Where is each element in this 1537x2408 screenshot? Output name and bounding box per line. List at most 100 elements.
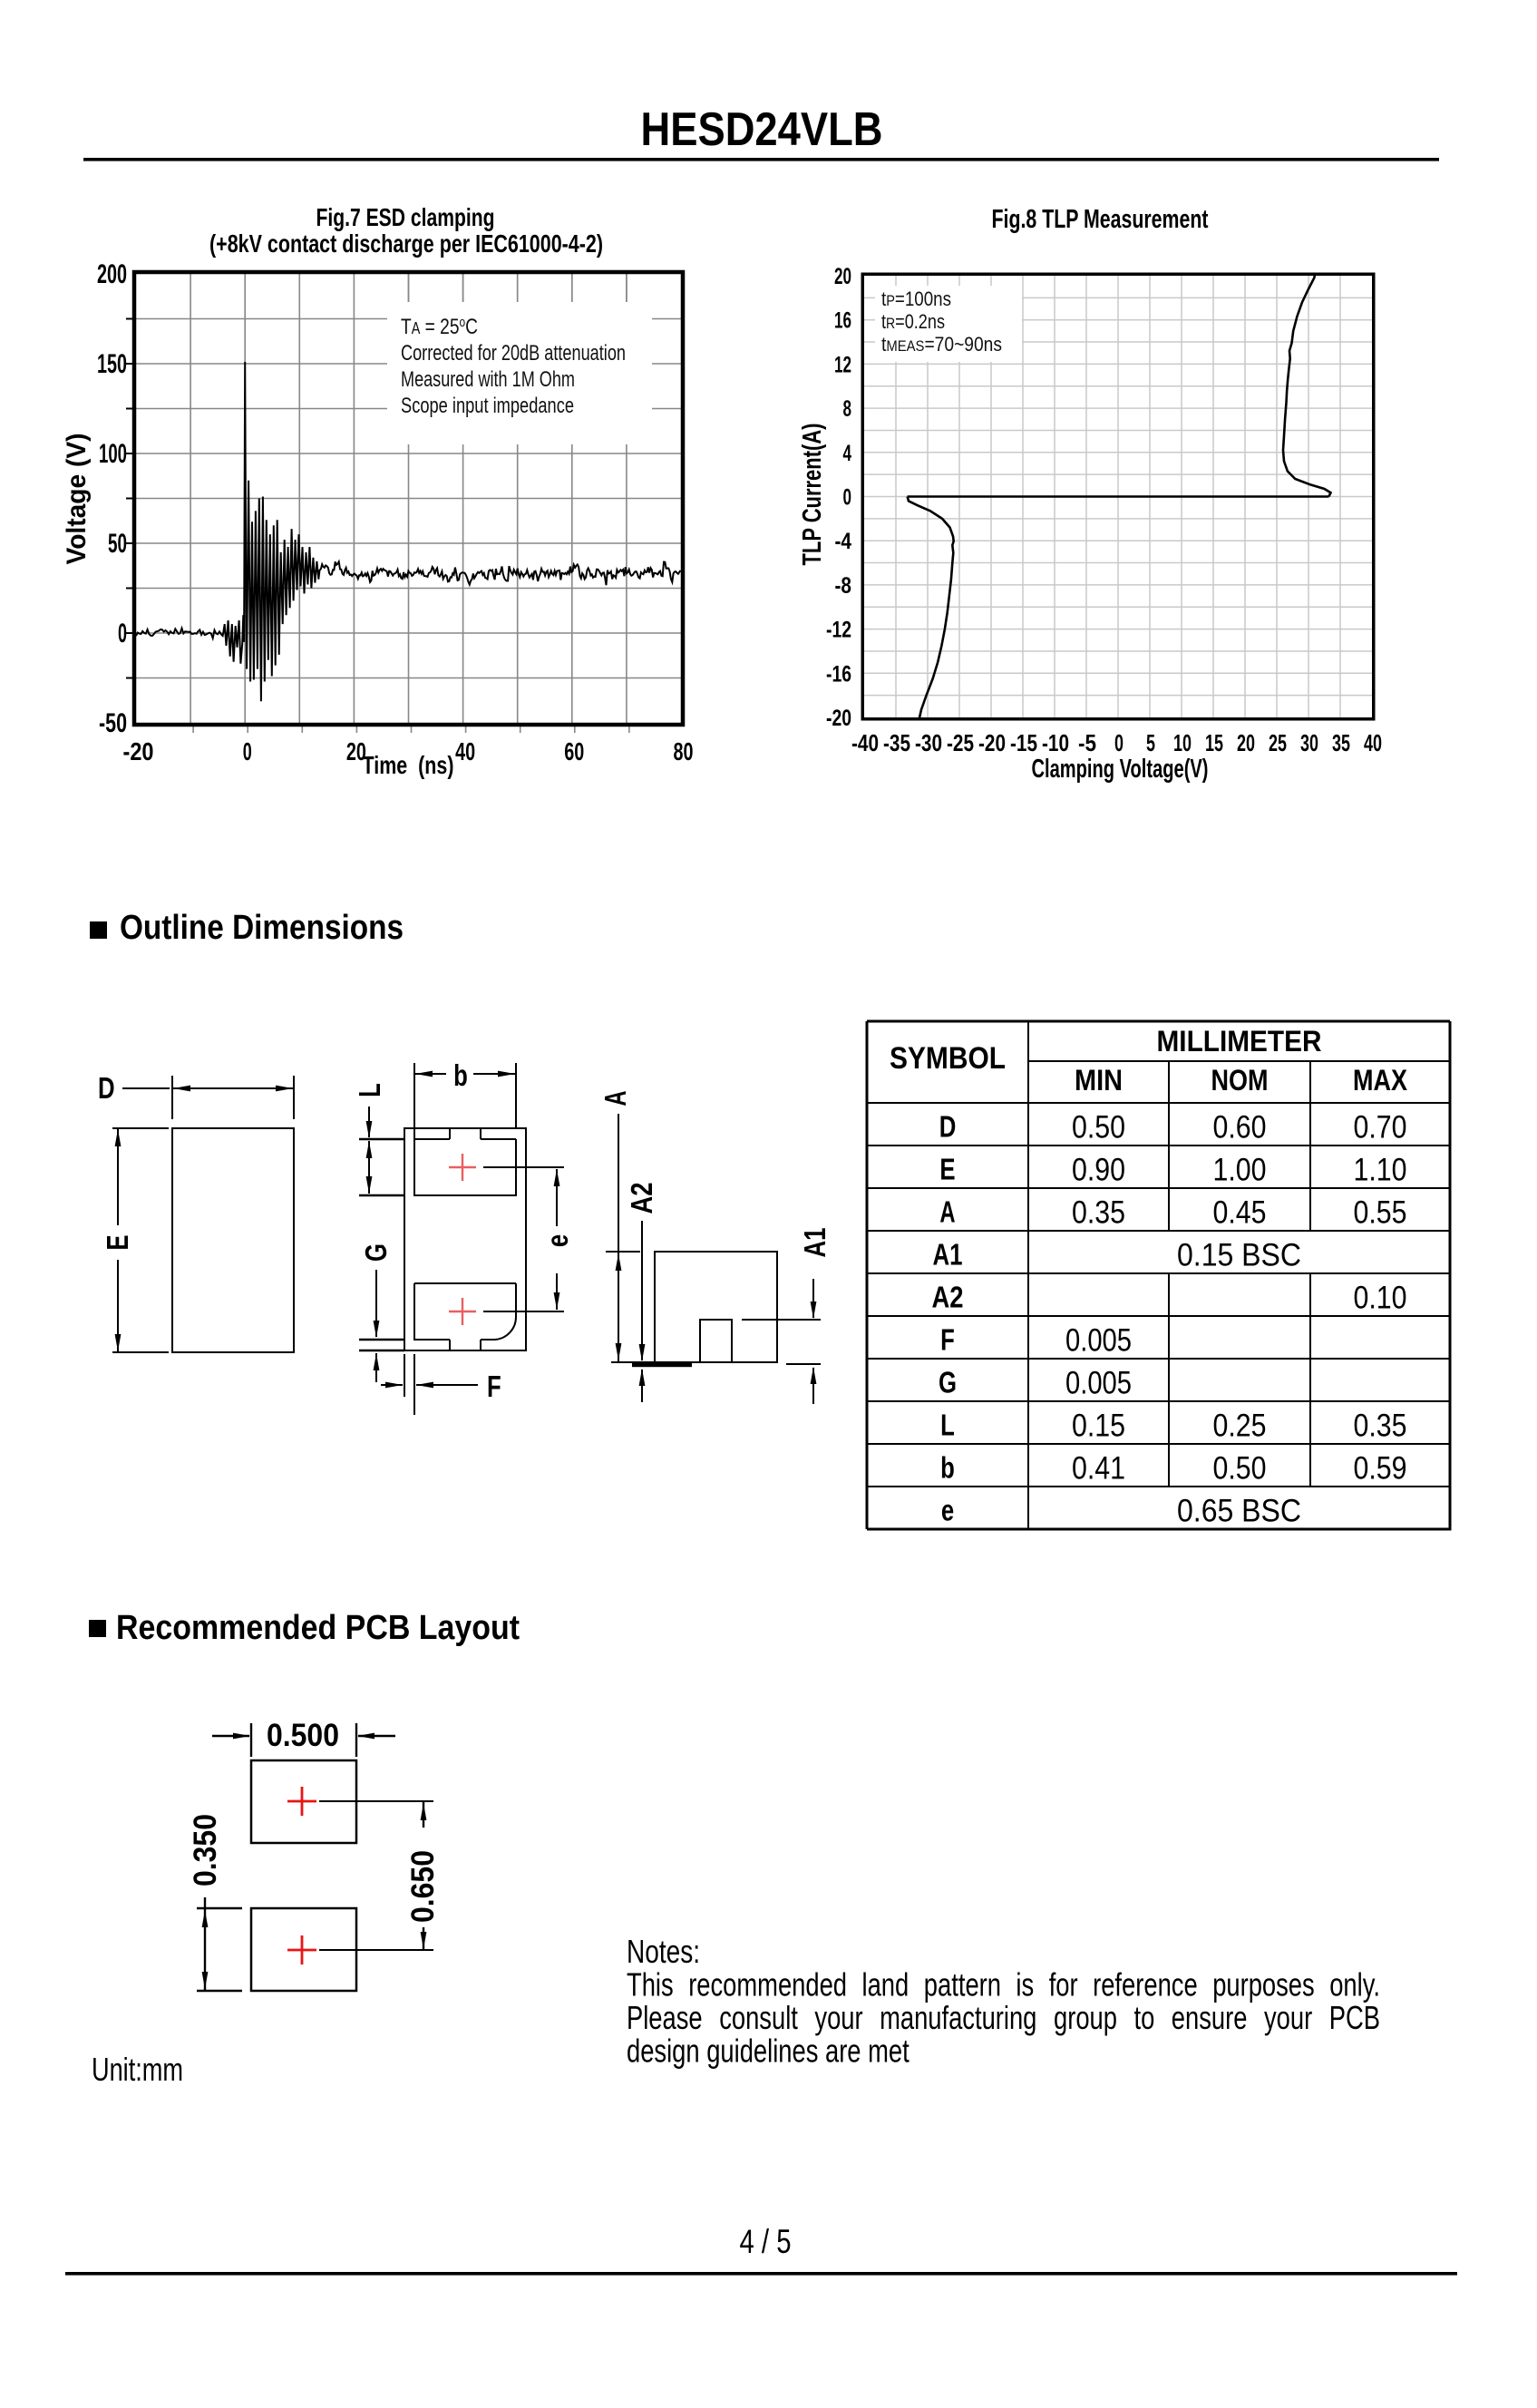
svg-text:to: to (1134, 1999, 1155, 2036)
svg-text:e: e (540, 1234, 574, 1247)
svg-text:-10: -10 (1042, 729, 1069, 756)
svg-text:e: e (941, 1494, 954, 1527)
svg-text:Scope input impedance: Scope input impedance (401, 394, 574, 418)
svg-text:12: 12 (834, 352, 851, 377)
svg-text:8: 8 (843, 396, 852, 422)
svg-text:0.60: 0.60 (1213, 1110, 1267, 1146)
svg-text:-35: -35 (883, 729, 910, 756)
svg-text:0: 0 (118, 619, 127, 648)
svg-text:0.10: 0.10 (1354, 1281, 1407, 1316)
svg-text:40: 40 (1364, 729, 1382, 756)
svg-text:80: 80 (674, 737, 694, 765)
svg-text:land: land (862, 1966, 910, 2003)
svg-text:is: is (1016, 1966, 1034, 2003)
svg-text:1.10: 1.10 (1354, 1153, 1407, 1188)
svg-text:A2: A2 (932, 1281, 964, 1314)
svg-text:-8: -8 (835, 573, 852, 599)
svg-text:A1: A1 (798, 1228, 832, 1258)
svg-text:50: 50 (108, 529, 127, 559)
svg-text:Time (ns): Time (ns) (363, 751, 454, 779)
svg-text:F: F (940, 1323, 955, 1357)
svg-text:25: 25 (1269, 729, 1287, 756)
svg-text:only.: only. (1329, 1966, 1380, 2003)
svg-text:Unit:mm: Unit:mm (92, 2051, 183, 2088)
svg-text:20: 20 (346, 737, 366, 765)
svg-text:150: 150 (97, 349, 127, 379)
svg-text:-4: -4 (835, 529, 852, 554)
svg-text:Voltage (V): Voltage (V) (62, 434, 92, 565)
svg-text:ensure: ensure (1172, 1999, 1248, 2036)
svg-text:-5: -5 (1078, 729, 1096, 756)
svg-text:100: 100 (99, 439, 127, 469)
svg-text:MILLIMETER: MILLIMETER (1157, 1025, 1322, 1058)
svg-text:PCB: PCB (1329, 1999, 1380, 2036)
svg-text:Notes:: Notes: (627, 1933, 700, 1970)
svg-text:reference: reference (1093, 1966, 1198, 2003)
svg-text:Outline Dimensions: Outline Dimensions (120, 909, 404, 947)
svg-text:your: your (1264, 1999, 1312, 2036)
svg-text:MIN: MIN (1075, 1064, 1123, 1097)
svg-text:0.25: 0.25 (1213, 1409, 1267, 1444)
svg-text:-50: -50 (99, 708, 127, 738)
svg-text:-20: -20 (123, 737, 154, 765)
svg-text:purposes: purposes (1212, 1966, 1315, 2003)
svg-text:5: 5 (1146, 729, 1155, 756)
svg-text:tMEAS=70~90ns: tMEAS=70~90ns (881, 333, 1002, 356)
svg-text:E: E (939, 1153, 955, 1186)
svg-text:0.650: 0.650 (405, 1850, 441, 1923)
svg-text:-25: -25 (947, 729, 974, 756)
svg-text:0.005: 0.005 (1065, 1366, 1132, 1401)
svg-text:consult: consult (719, 1999, 798, 2036)
svg-text:are: are (825, 2033, 861, 2070)
svg-text:your: your (814, 1999, 862, 2036)
svg-text:HESD24VLB: HESD24VLB (641, 103, 883, 156)
svg-text:L: L (353, 1083, 386, 1097)
svg-text:0.90: 0.90 (1072, 1153, 1125, 1188)
svg-text:0.35: 0.35 (1354, 1409, 1407, 1444)
svg-text:0.59: 0.59 (1354, 1451, 1407, 1487)
svg-text:MAX: MAX (1353, 1064, 1408, 1097)
svg-text:met: met (868, 2033, 910, 2070)
svg-text:Measured with 1M Ohm: Measured with 1M Ohm (401, 367, 575, 392)
svg-text:tP=100ns: tP=100ns (881, 288, 951, 310)
svg-text:60: 60 (564, 737, 584, 765)
svg-text:design: design (627, 2033, 700, 2070)
svg-text:40: 40 (455, 737, 475, 765)
svg-text:-12: -12 (826, 618, 851, 643)
svg-text:0.55: 0.55 (1354, 1195, 1407, 1231)
svg-text:0.70: 0.70 (1354, 1110, 1407, 1146)
svg-text:30: 30 (1300, 729, 1318, 756)
svg-text:This: This (627, 1966, 674, 2003)
svg-text:b: b (940, 1451, 955, 1485)
svg-text:0: 0 (243, 737, 252, 765)
svg-text:recommended: recommended (688, 1966, 847, 2003)
svg-text:G: G (359, 1243, 393, 1262)
svg-text:pattern: pattern (924, 1966, 1001, 2003)
svg-text:0.005: 0.005 (1065, 1323, 1132, 1359)
svg-text:0.50: 0.50 (1072, 1110, 1125, 1146)
svg-text:Clamping Voltage(V): Clamping Voltage(V) (1032, 755, 1209, 784)
svg-text:Fig.7 ESD clamping: Fig.7 ESD clamping (316, 203, 495, 231)
svg-text:15: 15 (1205, 729, 1223, 756)
svg-text:0.350: 0.350 (188, 1814, 223, 1886)
svg-text:NOM: NOM (1211, 1064, 1269, 1097)
svg-text:Corrected for 20dB attenuation: Corrected for 20dB attenuation (401, 341, 626, 366)
svg-text:20: 20 (834, 264, 851, 289)
svg-text:A2: A2 (625, 1183, 658, 1214)
svg-text:0.35: 0.35 (1072, 1195, 1125, 1231)
svg-text:-40: -40 (851, 729, 879, 756)
svg-text:A: A (598, 1090, 632, 1106)
svg-text:4 / 5: 4 / 5 (740, 2223, 792, 2260)
svg-text:A: A (939, 1195, 955, 1229)
svg-text:L: L (940, 1409, 955, 1442)
svg-text:SYMBOL: SYMBOL (890, 1041, 1006, 1076)
svg-text:10: 10 (1173, 729, 1192, 756)
svg-text:0.15: 0.15 (1072, 1409, 1125, 1444)
svg-text:0.45: 0.45 (1213, 1195, 1267, 1231)
svg-text:35: 35 (1332, 729, 1350, 756)
svg-text:-15: -15 (1010, 729, 1037, 756)
svg-text:0.50: 0.50 (1213, 1451, 1267, 1487)
svg-text:group: group (1054, 1999, 1117, 2036)
svg-text:E: E (101, 1234, 134, 1250)
svg-text:TA = 25oC: TA = 25oC (401, 315, 478, 339)
